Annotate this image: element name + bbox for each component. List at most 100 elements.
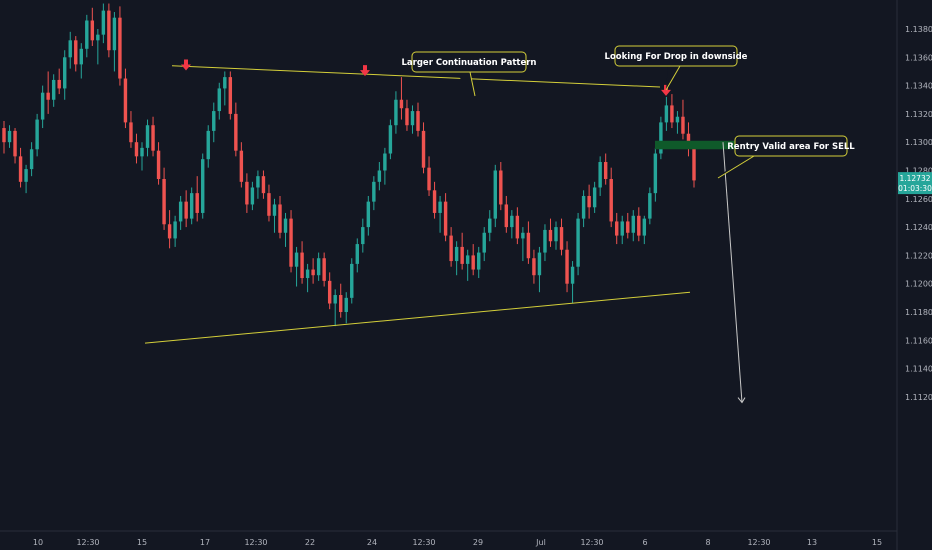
candle-body [339, 295, 343, 312]
price-scale[interactable]: 1.13800 1.13600 1.13400 1.13200 1.13000 1.128… [905, 25, 932, 402]
candle-body [615, 221, 619, 236]
candle-body [570, 266, 575, 284]
candle-body [631, 215, 635, 233]
candle-body [432, 190, 437, 213]
candle-body [85, 20, 89, 49]
time-tick-label: 22 [305, 538, 315, 547]
candle-body [394, 99, 398, 126]
callout-box [614, 45, 738, 67]
candle-body [129, 122, 133, 143]
candle-body [675, 116, 680, 123]
candle-body [670, 105, 674, 123]
candle-body [261, 176, 266, 194]
candle-body [355, 244, 359, 264]
candle-body [333, 295, 337, 304]
candle-body [510, 215, 514, 228]
candle-body [189, 193, 194, 219]
candle-body [223, 77, 227, 89]
price-tick-label: 1.12600 [905, 195, 932, 204]
candle-body [350, 263, 354, 298]
candle-body [118, 17, 122, 79]
last-price-value: 1.12732 [899, 174, 930, 183]
candle-body [537, 252, 542, 276]
candle-body [162, 178, 166, 225]
candle-body [311, 269, 315, 276]
callout-box [734, 135, 848, 157]
candle-body [300, 252, 304, 279]
candle-body [305, 269, 310, 279]
candle-body [659, 122, 663, 154]
candle-body [167, 224, 172, 239]
arrow-down-marker [181, 59, 191, 71]
candle-body [372, 181, 376, 202]
candle-body [488, 218, 492, 233]
time-scale[interactable]: 10 12:30 15 17 12:30 22 24 12:30 29 Jul 12:30 6 8 12:… [33, 538, 882, 547]
price-tick-label: 1.11600 [905, 336, 932, 345]
time-tick-label: 12:30 [412, 538, 435, 547]
resistance-trendline [171, 65, 661, 88]
candle-body [465, 255, 470, 264]
candle-body [2, 128, 6, 143]
projection-arrow-head [737, 397, 746, 404]
candle-body [377, 170, 382, 182]
candle-body [322, 258, 326, 281]
candle-body [598, 162, 602, 188]
annotations: Larger Continuation Pattern Looking For D… [402, 45, 855, 179]
candle-body [57, 79, 61, 89]
candle-body [681, 116, 685, 134]
candle-body [101, 10, 106, 35]
candle-body [228, 77, 233, 114]
candle-body [272, 204, 277, 216]
candle-body [603, 162, 608, 179]
candle-body [7, 130, 12, 143]
price-tick-label: 1.11400 [905, 365, 932, 374]
candle-body [63, 57, 67, 89]
candle-body [521, 232, 525, 239]
time-tick-label: 15 [872, 538, 882, 547]
candle-body [134, 142, 139, 157]
candle-body [449, 235, 453, 262]
candle-body [68, 40, 72, 58]
candle-body [46, 92, 50, 100]
candle-body [173, 221, 177, 239]
candle-body [195, 193, 199, 213]
candle-body [107, 10, 111, 51]
candle-body [609, 178, 613, 222]
candle-body [51, 79, 56, 100]
candle-body [79, 48, 83, 65]
candle-body [443, 201, 448, 236]
candle-body [692, 147, 696, 181]
candle-body [626, 221, 630, 233]
candle-body [327, 280, 332, 304]
arrow-down-marker [661, 84, 671, 96]
candle-body [504, 204, 509, 228]
candle-body [427, 167, 431, 191]
candle-body [460, 246, 464, 264]
candle-body [653, 153, 658, 194]
candle-body [344, 297, 348, 312]
price-tick-label: 1.12400 [905, 223, 932, 232]
candle-body [283, 218, 288, 233]
arrow-down-marker [360, 65, 370, 77]
candle-body [145, 125, 150, 148]
candle-body [112, 17, 117, 51]
projection-arrow-line [722, 142, 743, 403]
time-tick-label: 6 [642, 538, 647, 547]
candle-body [18, 156, 23, 182]
candle-body [245, 181, 249, 205]
time-tick-label: 10 [33, 538, 43, 547]
candle-body [405, 108, 409, 126]
time-tick-label: 12:30 [580, 538, 603, 547]
callout-text: Rentry Valid area For SELL [727, 142, 855, 152]
candlestick-series [2, 3, 696, 327]
time-tick-label: 15 [137, 538, 147, 547]
callout-text: Looking For Drop in downside [605, 52, 748, 62]
callout-box [411, 51, 527, 73]
candle-body [40, 92, 45, 120]
last-price-badge-box [898, 172, 932, 195]
candle-body [499, 170, 503, 205]
candle-body [90, 20, 95, 41]
